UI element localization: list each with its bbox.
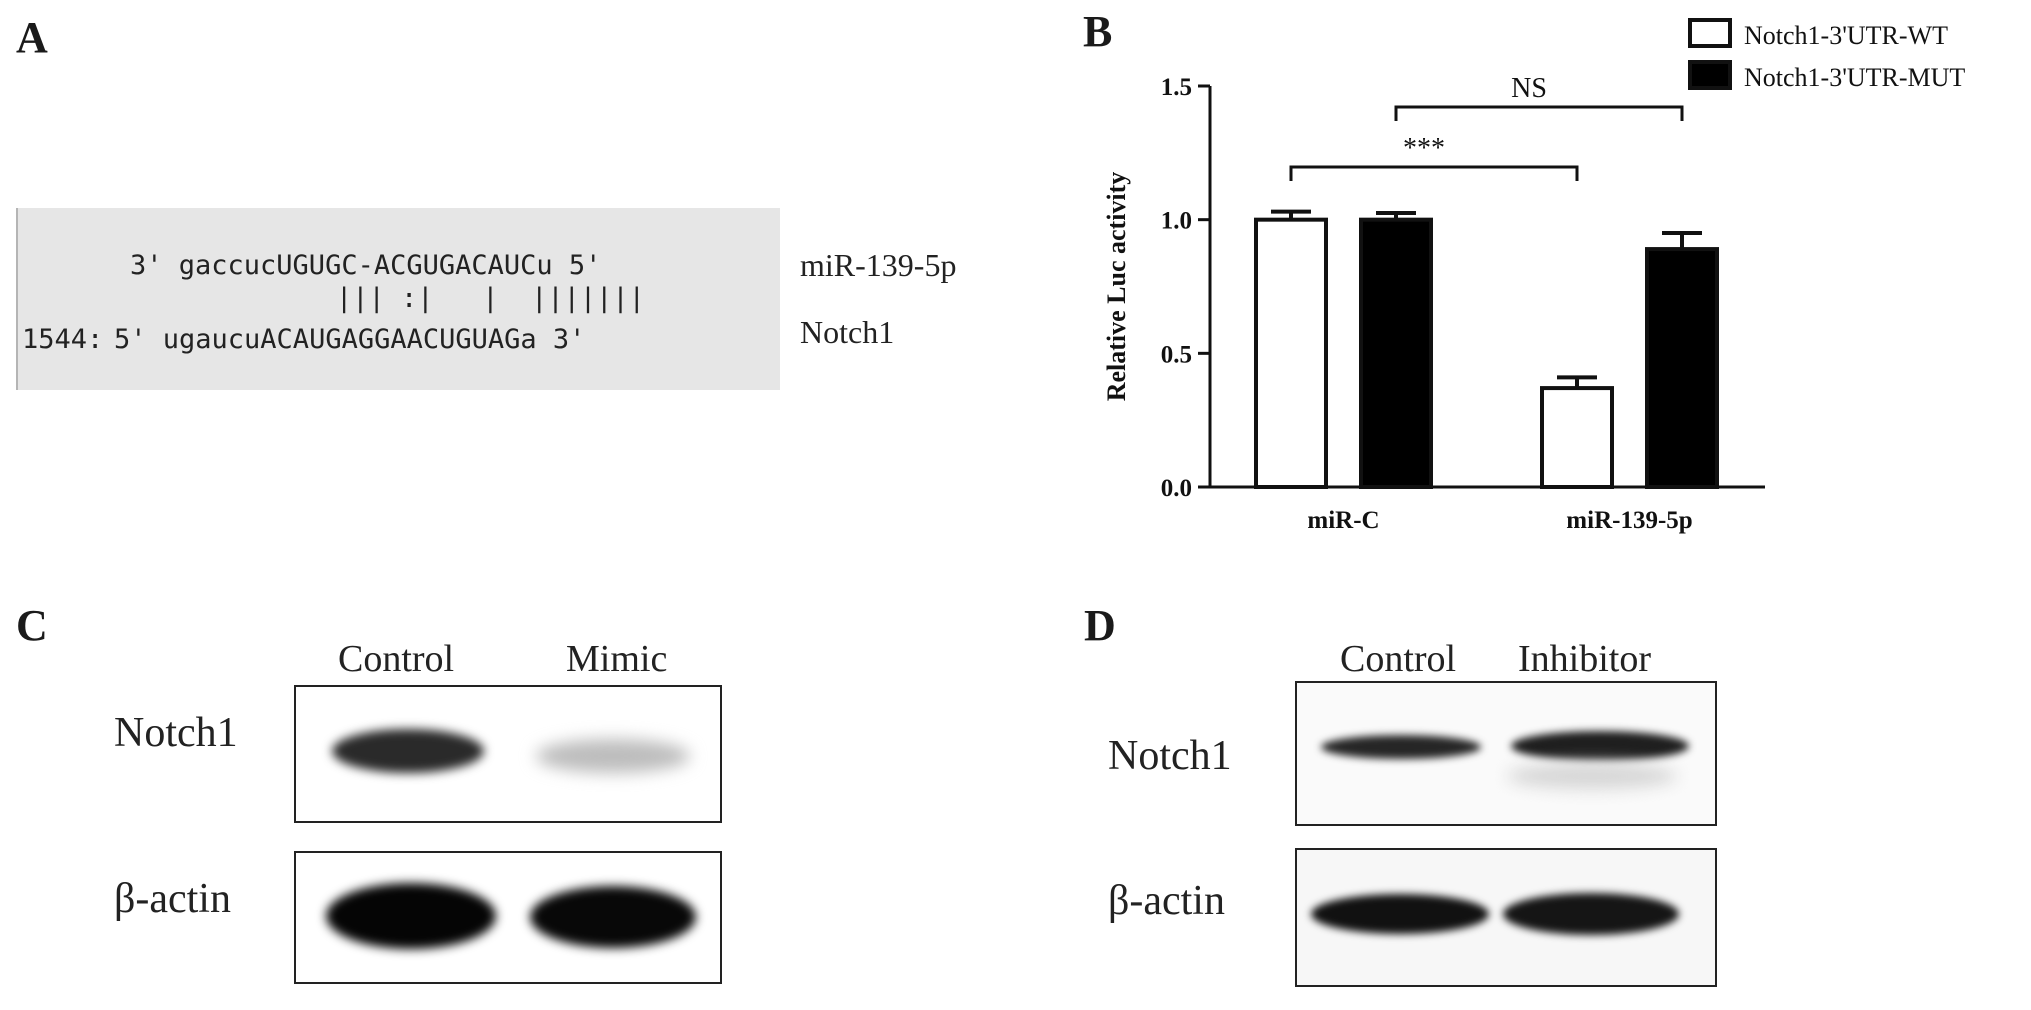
blot-d-notch1-band-control [1321,735,1481,759]
bar-0-0 [1254,217,1328,490]
legend-swatch-0 [1688,18,1732,48]
blot-c-notch1-membrane [294,685,722,823]
blot-c-row-actin: β-actin [114,876,231,922]
y-tick-label-3: 1.5 [1161,74,1192,101]
bar-1-0 [1540,386,1614,489]
significance-wt-bracket [1289,165,1579,181]
blot-c-actin-band-mimic [530,886,696,948]
target-sequence: 5' ugaucuACAUGAGGAACUGUAGa 3' [114,324,586,355]
legend-label-0: Notch1-3'UTR-WT [1744,21,1948,50]
blot-d-actin-band-control [1311,894,1489,934]
panel-label-a: A [16,13,48,62]
blot-c-lane-mimic: Mimic [566,638,668,680]
blot-d-lane-control: Control [1340,638,1457,680]
y-axis-title: Relative Luc activity [1102,172,1131,402]
blot-c-actin-membrane [294,851,722,984]
blot-d-lane-inhibitor: Inhibitor [1518,638,1651,680]
bar-0-1 [1359,217,1433,490]
blot-c-notch1-band-control [332,729,484,773]
blot-c-row-notch1: Notch1 [114,710,238,756]
significance-mut-bracket [1394,105,1684,121]
luciferase-bar-chart: 0.0 0.5 1.0 1.5 Relative Luc activity miR-C mi… [1102,18,1965,534]
blot-c-lane-control: Control [338,638,455,680]
x-category-label-0: miR-C [1307,507,1379,534]
mirna-label: miR-139-5p [800,247,957,283]
alignment-box [16,208,780,390]
panel-label-d: D [1084,601,1116,650]
blot-c-actin-band-control [326,883,496,949]
significance-wt-label: *** [1403,133,1445,164]
legend-swatch-1 [1688,60,1732,90]
blot-d-row-actin: β-actin [1108,878,1225,924]
bar-1-1 [1645,247,1719,489]
blot-d-row-notch1: Notch1 [1108,733,1232,779]
blot-d-notch1-membrane [1295,681,1717,826]
blot-d-notch1-smear [1507,763,1677,789]
panel-label-b: B [1083,7,1113,56]
x-category-label-1: miR-139-5p [1566,507,1692,534]
panel-label-c: C [16,601,48,650]
blot-d-actin-band-inhibitor [1503,893,1679,935]
target-position: 1544: [22,324,104,355]
pairing-lines: ||| :| | ||||||| [336,283,645,314]
legend-label-1: Notch1-3'UTR-MUT [1744,63,1965,92]
blot-d-actin-membrane [1295,848,1717,987]
significance-mut-label: NS [1511,73,1547,104]
blot-c-notch1-band-mimic [536,739,690,773]
y-tick-label-1: 0.5 [1161,341,1192,368]
y-tick-label-2: 1.0 [1161,208,1192,235]
blot-d-notch1-band-inhibitor [1511,731,1689,761]
y-tick-label-0: 0.0 [1161,475,1192,502]
target-label: Notch1 [800,314,895,350]
mirna-sequence: 3' gaccucUGUGC-ACGUGACAUCu 5' [130,250,602,281]
